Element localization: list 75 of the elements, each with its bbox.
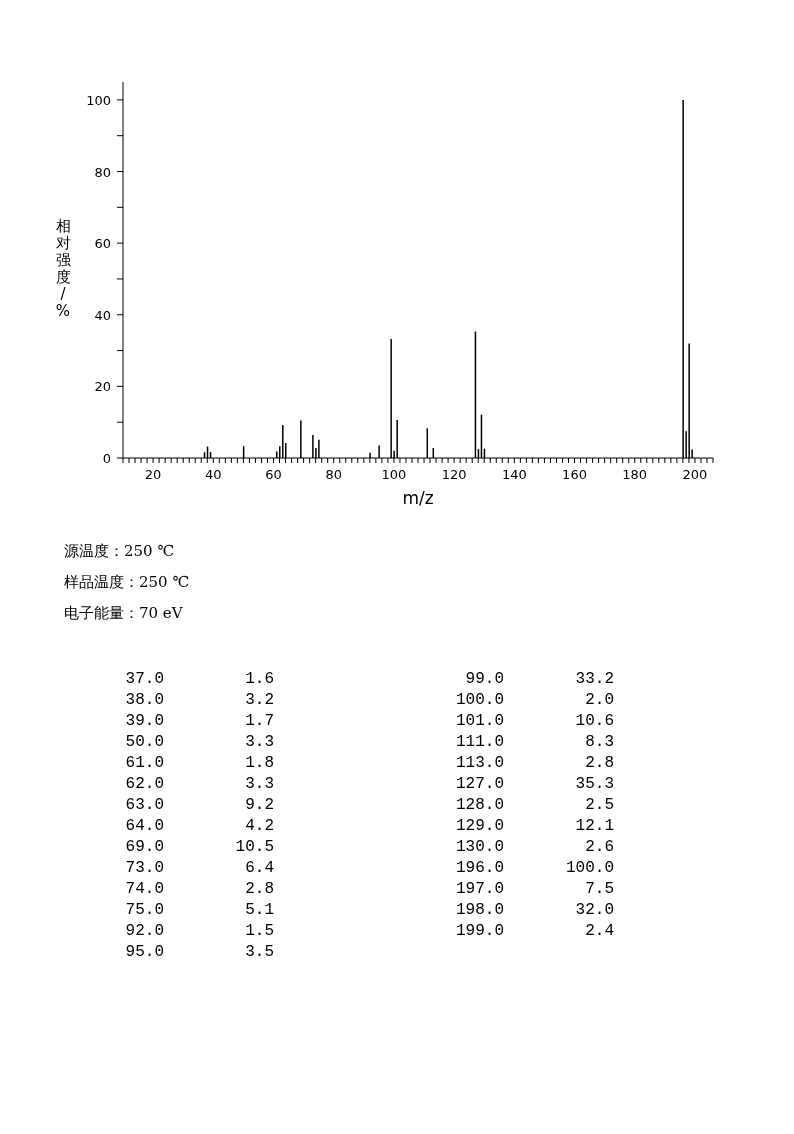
- text: 199.0: [455, 921, 504, 942]
- text: 1.5: [244, 921, 274, 942]
- x-tick-label: 20: [144, 467, 162, 482]
- x-tick-label: 120: [441, 467, 467, 482]
- text: 1.6: [244, 669, 274, 690]
- x-tick-label: 140: [501, 467, 527, 482]
- text: 8.3: [584, 732, 614, 753]
- text: 源温度：250 ℃: [64, 541, 176, 562]
- y-tick-label: 80: [94, 164, 111, 180]
- text: 9.2: [244, 795, 274, 816]
- y-tick-label: 60: [94, 236, 111, 252]
- text: 99.0: [464, 669, 504, 690]
- text: 197.0: [455, 879, 504, 900]
- text: 样品温度：250 ℃: [64, 572, 191, 593]
- text: 4.2: [244, 816, 274, 837]
- x-tick-label: 160: [562, 467, 587, 482]
- text: 2.8: [244, 879, 274, 900]
- text: 128.0: [455, 795, 504, 816]
- text: 3.3: [244, 774, 274, 795]
- text: 75.0: [124, 900, 164, 921]
- text: 101.0: [455, 711, 504, 732]
- y-axis-title: 相对强度/%: [55, 217, 71, 320]
- text: 2.5: [584, 795, 614, 816]
- text: 10.5: [234, 837, 274, 858]
- text: 130.0: [455, 837, 504, 858]
- text: 2.6: [584, 837, 614, 858]
- text: 37.0: [124, 669, 164, 690]
- text: 32.0: [574, 900, 614, 921]
- text: 33.2: [574, 669, 614, 690]
- text: 73.0: [124, 858, 164, 879]
- x-tick-label: 40: [205, 467, 222, 482]
- y-tick-label: 0: [102, 451, 111, 466]
- text: 95.0: [124, 942, 164, 963]
- x-tick-label: 60: [265, 467, 282, 482]
- text: 12.1: [574, 816, 614, 837]
- text: 38.0: [124, 690, 164, 711]
- text: 50.0: [124, 732, 164, 753]
- x-tick-label: 100: [381, 467, 407, 482]
- x-tick-label: 80: [325, 467, 342, 482]
- text: 69.0: [124, 837, 164, 858]
- text: 2.8: [584, 753, 614, 774]
- x-axis-title: m/z: [402, 488, 434, 508]
- text: 3.3: [244, 732, 274, 753]
- y-tick-label: 40: [94, 307, 111, 323]
- text: 6.4: [244, 858, 274, 879]
- y-tick-label: 100: [86, 92, 111, 108]
- y-tick-label: 20: [94, 379, 111, 395]
- text: 64.0: [124, 816, 164, 837]
- text: 1.7: [244, 711, 274, 732]
- text: 100.0: [455, 690, 504, 711]
- x-tick-label: 200: [682, 467, 708, 482]
- text: 35.3: [574, 774, 614, 795]
- text: 127.0: [455, 774, 504, 795]
- text: 2.0: [584, 690, 614, 711]
- text: 2.4: [584, 921, 614, 942]
- text: 100.0: [565, 858, 614, 879]
- text: 7.5: [584, 879, 614, 900]
- text: 39.0: [124, 711, 164, 732]
- text: 61.0: [124, 753, 164, 774]
- text: 111.0: [455, 732, 504, 753]
- text: 198.0: [455, 900, 504, 921]
- text: 5.1: [244, 900, 274, 921]
- text: 63.0: [124, 795, 164, 816]
- text: 3.5: [244, 942, 274, 963]
- x-tick-label: 180: [622, 467, 648, 482]
- text: 1.8: [244, 753, 274, 774]
- text: 62.0: [124, 774, 164, 795]
- text: 10.6: [574, 711, 614, 732]
- text: 113.0: [455, 753, 504, 774]
- text: 129.0: [455, 816, 504, 837]
- text: 196.0: [455, 858, 504, 879]
- text: 74.0: [124, 879, 164, 900]
- text: 3.2: [244, 690, 274, 711]
- text: 电子能量：70 eV: [64, 603, 184, 624]
- text: 92.0: [124, 921, 164, 942]
